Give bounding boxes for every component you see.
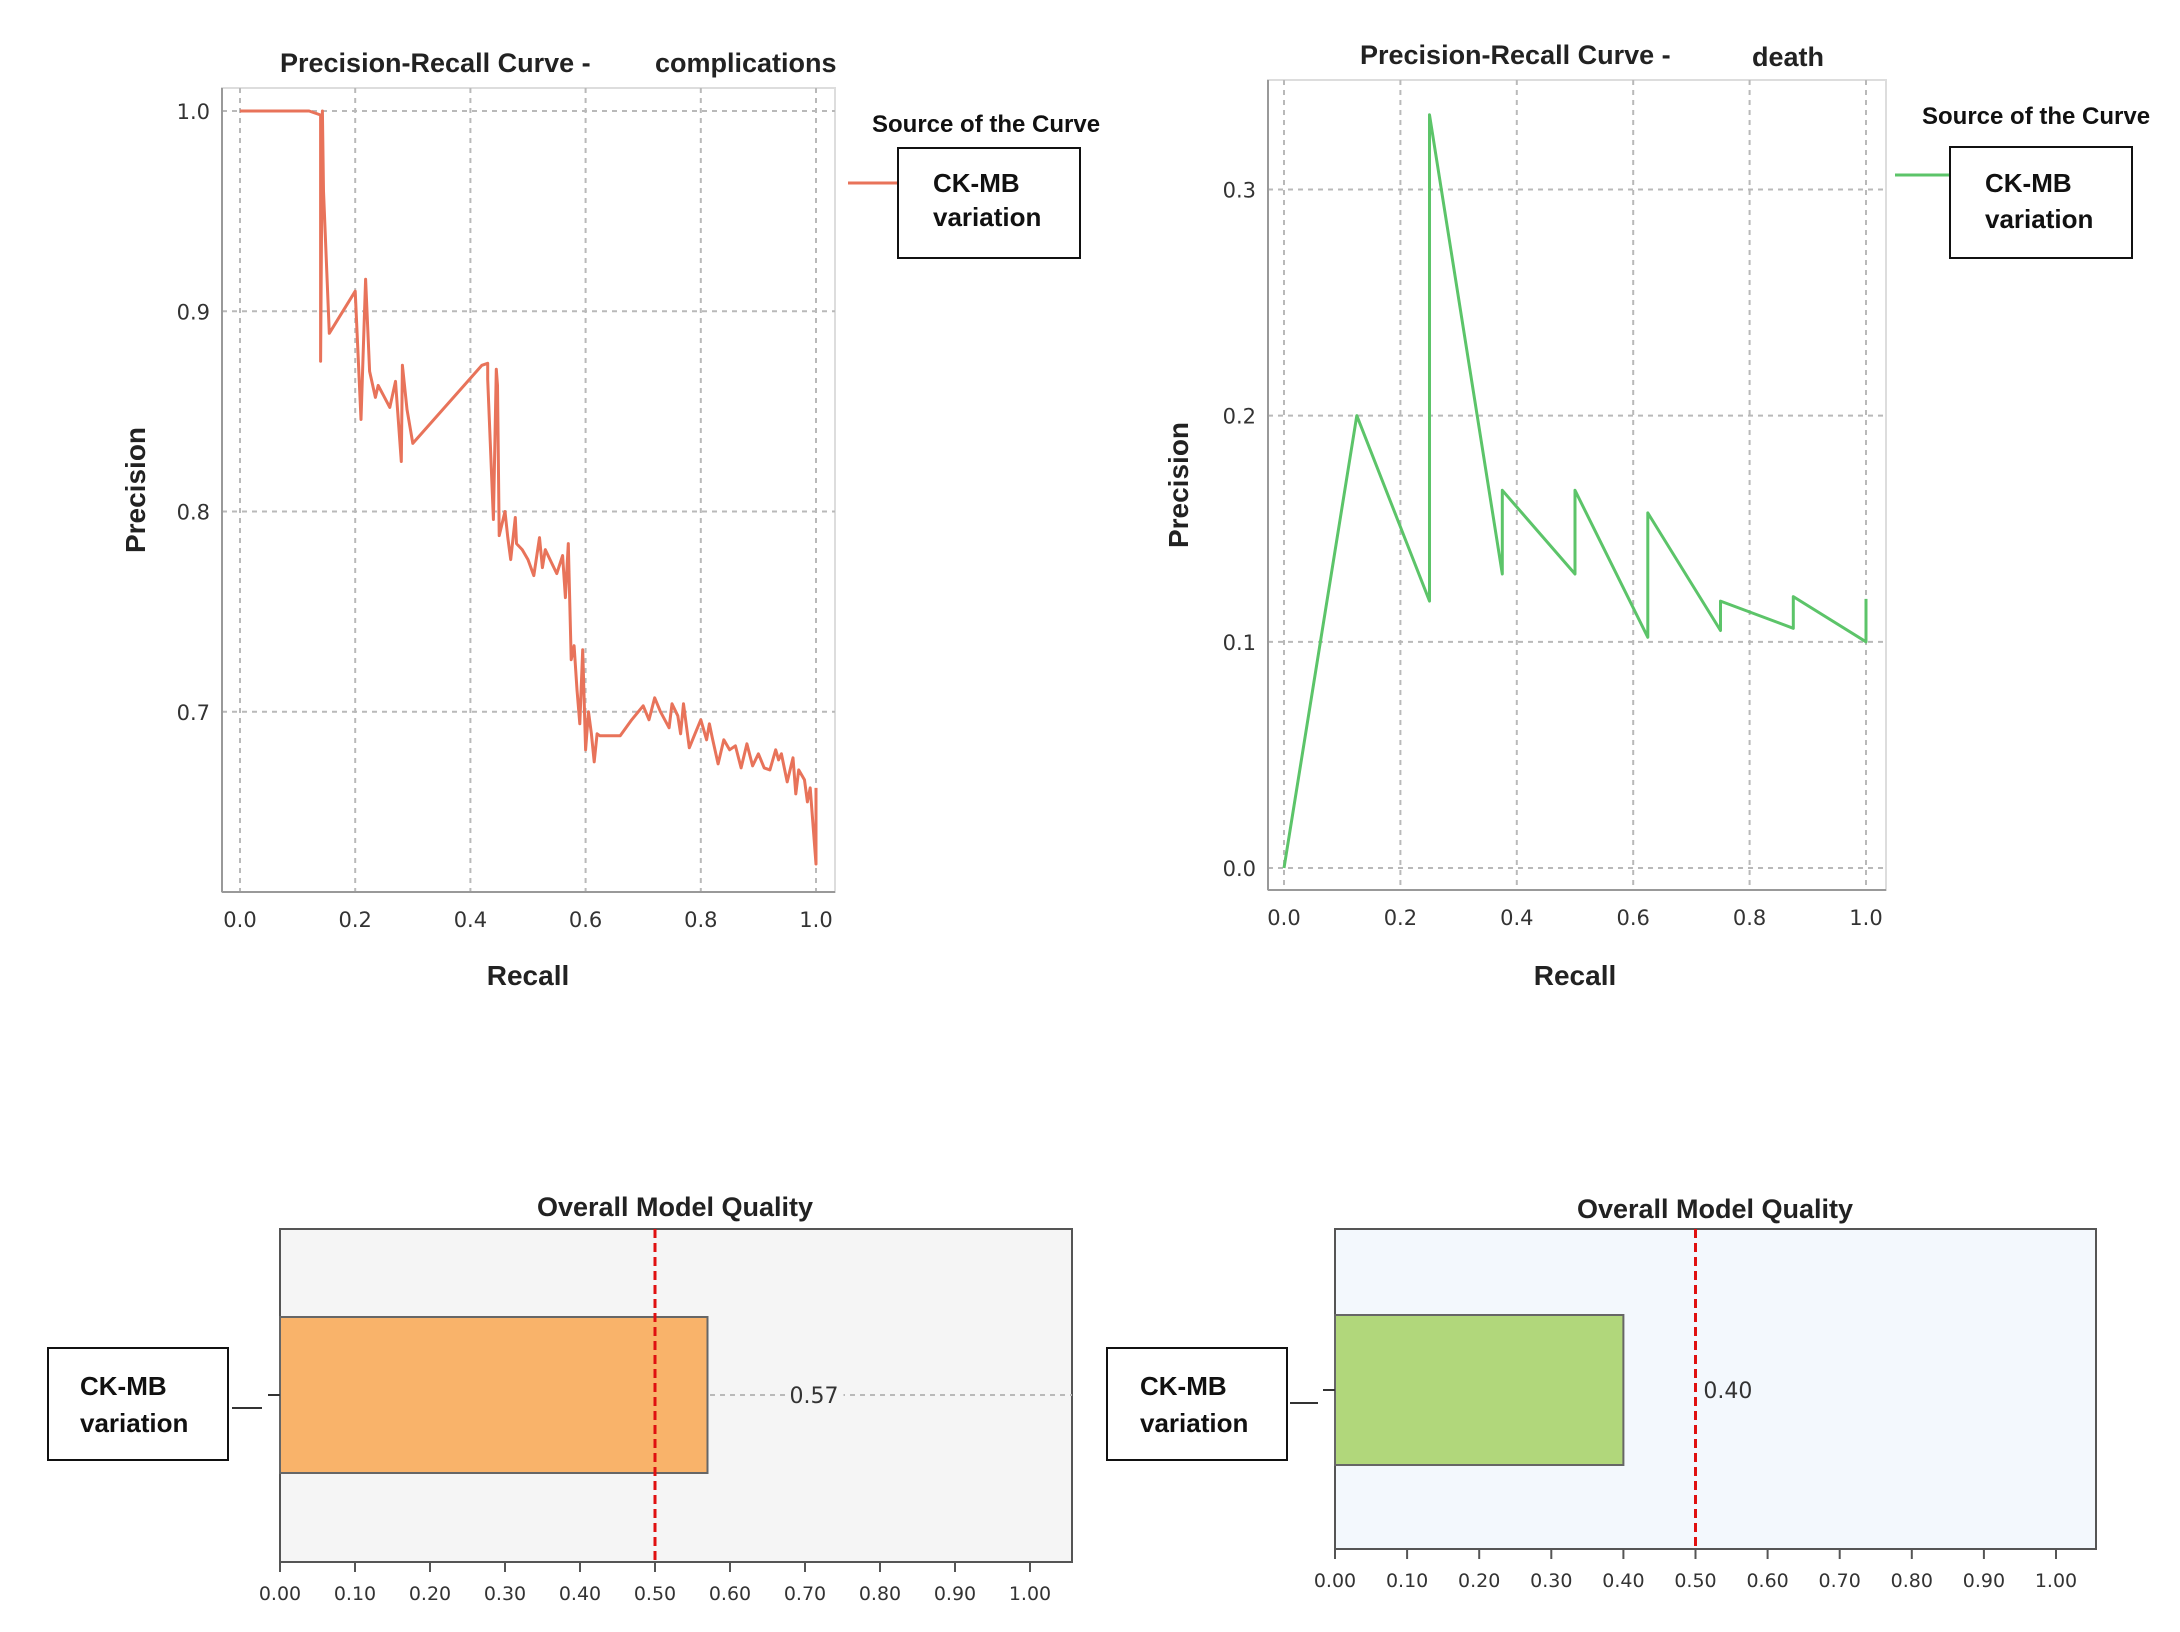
pr1-grid bbox=[222, 88, 835, 892]
bar2-x-tick-0: 0.00 bbox=[1314, 1570, 1356, 1592]
bar2-value-label: 0.40 bbox=[1703, 1379, 1752, 1404]
pr1-x-tick-0: 0.0 bbox=[223, 908, 256, 932]
quality-chart-complications: Overall Model Quality 0.00 0.10 0.20 0.30 0.… bbox=[47, 1192, 1073, 1605]
pr1-legend-label-line2: variation bbox=[933, 202, 1041, 232]
bar1-x-tick-6: 0.60 bbox=[709, 1583, 751, 1605]
pr2-legend-label-line2: variation bbox=[1985, 204, 2093, 234]
bar2-x-tick-9: 0.90 bbox=[1963, 1570, 2005, 1592]
bar1-category-line1: CK-MB bbox=[80, 1371, 167, 1401]
bar1-x-tick-2: 0.20 bbox=[409, 1583, 451, 1605]
pr2-title-main: Precision-Recall Curve - bbox=[1360, 40, 1671, 70]
pr1-x-tick-3: 0.6 bbox=[569, 908, 602, 932]
bar2-x-tick-10: 1.00 bbox=[2035, 1570, 2077, 1592]
pr1-x-tick-4: 0.8 bbox=[684, 908, 717, 932]
pr2-legend-label-line1: CK-MB bbox=[1985, 168, 2072, 198]
pr1-legend-title: Source of the Curve bbox=[872, 111, 1100, 138]
bar1-value-label-bg bbox=[785, 1382, 844, 1408]
bar2-category-line1: CK-MB bbox=[1140, 1371, 1227, 1401]
bar1-value-label: 0.57 bbox=[790, 1384, 839, 1409]
pr1-y-tick-1: 0.8 bbox=[177, 501, 210, 525]
bar1-x-tick-5: 0.50 bbox=[634, 1583, 676, 1605]
bar1-x-tick-10: 1.00 bbox=[1009, 1583, 1051, 1605]
pr1-legend-label-line1: CK-MB bbox=[933, 168, 1020, 198]
bar2-x-tick-4: 0.40 bbox=[1602, 1570, 1644, 1592]
bar1-x-tick-4: 0.40 bbox=[559, 1583, 601, 1605]
bar1-category-line2: variation bbox=[80, 1408, 188, 1438]
pr1-y-tick-2: 0.9 bbox=[177, 300, 210, 324]
pr1-x-axis-title: Recall bbox=[487, 960, 570, 991]
pr2-y-tick-0: 0.0 bbox=[1223, 857, 1256, 881]
bar1-x-tick-1: 0.10 bbox=[334, 1583, 376, 1605]
pr2-x-tick-5: 1.0 bbox=[1849, 906, 1882, 930]
pr1-series-line bbox=[240, 109, 818, 866]
pr2-title-target: death bbox=[1752, 42, 1824, 72]
pr1-title-target: complications bbox=[655, 48, 837, 78]
pr1-tick-labels: 0.0 0.2 0.4 0.6 0.8 1.0 0.7 0.8 0.9 1.0 bbox=[177, 100, 833, 932]
bar2-x-tick-6: 0.60 bbox=[1746, 1570, 1788, 1592]
bar2-x-tick-8: 0.80 bbox=[1891, 1570, 1933, 1592]
pr1-legend-box bbox=[897, 147, 1081, 259]
pr1-x-tick-5: 1.0 bbox=[799, 908, 832, 932]
pr2-y-tick-1: 0.1 bbox=[1223, 631, 1256, 655]
pr2-tick-labels: 0.0 0.2 0.4 0.6 0.8 1.0 0.0 0.1 0.2 0.3 bbox=[1223, 178, 1883, 930]
bar1-x-tick-9: 0.90 bbox=[934, 1583, 976, 1605]
pr-chart-complications: Precision-Recall Curve - complications 0… bbox=[120, 48, 1100, 991]
pr2-x-tick-0: 0.0 bbox=[1267, 906, 1300, 930]
pr1-title-main: Precision-Recall Curve - bbox=[280, 48, 591, 78]
pr2-x-tick-1: 0.2 bbox=[1384, 906, 1417, 930]
bar2-x-tick-5: 0.50 bbox=[1674, 1570, 1716, 1592]
bar2-value-bar bbox=[1334, 1314, 1625, 1466]
pr2-x-axis-title: Recall bbox=[1534, 960, 1617, 991]
pr2-x-tick-3: 0.6 bbox=[1616, 906, 1649, 930]
pr1-plot-area bbox=[221, 87, 836, 893]
bar1-x-tick-7: 0.70 bbox=[784, 1583, 826, 1605]
quality-chart-death: Overall Model Quality 0.00 0.10 0.20 0.30 0.… bbox=[1106, 1194, 2097, 1592]
pr1-y-tick-0: 0.7 bbox=[177, 701, 210, 725]
pr2-y-axis-title: Precision bbox=[1163, 422, 1194, 548]
pr1-y-tick-3: 1.0 bbox=[177, 100, 210, 124]
bar2-category-box bbox=[1106, 1347, 1288, 1461]
pr2-x-tick-2: 0.4 bbox=[1500, 906, 1533, 930]
bar1-title: Overall Model Quality bbox=[537, 1192, 813, 1222]
pr2-series-line bbox=[1282, 113, 1868, 869]
pr1-x-tick-1: 0.2 bbox=[338, 908, 371, 932]
pr2-grid bbox=[1268, 80, 1886, 890]
pr2-legend-box bbox=[1949, 146, 2133, 259]
bar2-tick-labels: 0.00 0.10 0.20 0.30 0.40 0.50 0.60 0.70 0.80 0.90… bbox=[1314, 1549, 2077, 1592]
bar1-tick-labels: 0.00 0.10 0.20 0.30 0.40 0.50 0.60 0.70 0.80 0.90… bbox=[259, 1562, 1051, 1605]
bar1-x-tick-8: 0.80 bbox=[859, 1583, 901, 1605]
pr-chart-death: Precision-Recall Curve - death 0.0 0.2 0.4… bbox=[1163, 40, 2150, 991]
bar1-category-box bbox=[47, 1347, 229, 1461]
bar2-x-tick-3: 0.30 bbox=[1530, 1570, 1572, 1592]
bar1-x-tick-0: 0.00 bbox=[259, 1583, 301, 1605]
bar2-x-tick-2: 0.20 bbox=[1458, 1570, 1500, 1592]
pr1-x-tick-2: 0.4 bbox=[454, 908, 487, 932]
pr2-x-tick-4: 0.8 bbox=[1733, 906, 1766, 930]
pr1-y-axis-title: Precision bbox=[120, 427, 151, 553]
bar2-x-tick-7: 0.70 bbox=[1819, 1570, 1861, 1592]
pr2-legend-title: Source of the Curve bbox=[1922, 103, 2150, 130]
pr2-plot-area bbox=[1267, 79, 1887, 891]
bar2-title: Overall Model Quality bbox=[1577, 1194, 1853, 1224]
bar2-x-tick-1: 0.10 bbox=[1386, 1570, 1428, 1592]
bar1-value-bar bbox=[279, 1316, 709, 1474]
bar2-category-line2: variation bbox=[1140, 1408, 1248, 1438]
bar1-x-tick-3: 0.30 bbox=[484, 1583, 526, 1605]
pr2-y-tick-2: 0.2 bbox=[1223, 405, 1256, 429]
pr2-y-tick-3: 0.3 bbox=[1223, 178, 1256, 202]
